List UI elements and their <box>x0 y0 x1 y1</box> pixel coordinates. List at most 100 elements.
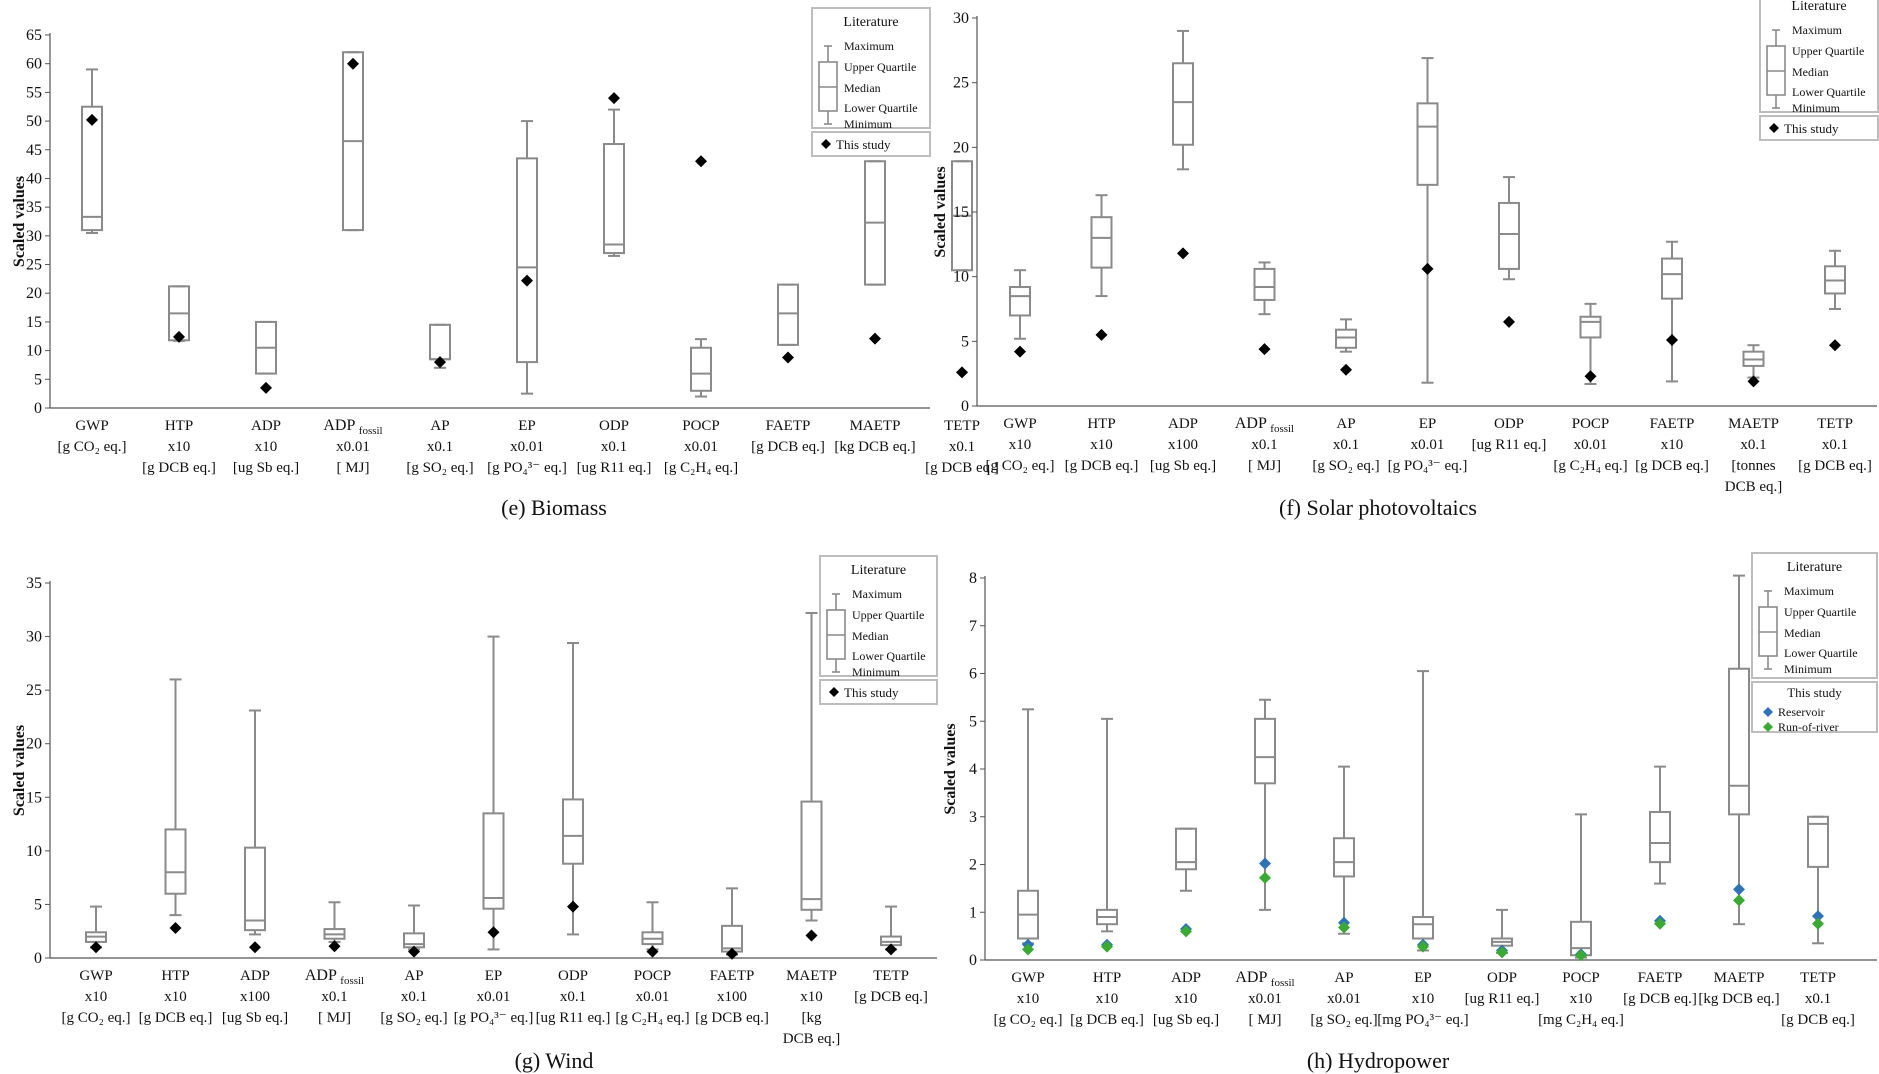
x-tick-label: x0.1 <box>1740 437 1766 453</box>
box-ep: EP x10 [mg PO₄³⁻ eq.] <box>1377 670 1469 1028</box>
x-tick-label: [g C₂H₄ eq.] <box>615 1010 689 1026</box>
x-tick-label: x0.01 <box>684 439 718 455</box>
box-iqr <box>1090 216 1113 269</box>
y-tick-label: 0 <box>961 398 969 415</box>
y-tick-label: 60 <box>26 56 42 73</box>
study-marker <box>567 900 579 913</box>
y-axis-label: Scaled values <box>11 176 28 267</box>
y-tick-label: 20 <box>26 285 42 302</box>
box-adp-fossil: ADP fossil x0.1 [ MJ] <box>1235 261 1294 474</box>
y-tick-label: 30 <box>26 228 42 245</box>
legend-item: Median <box>1792 65 1829 79</box>
panel-3: 0 5 10 15 20 25 30 35 Scaled values GWP x10 [g CO₂ … <box>11 555 938 1073</box>
box-maetp: MAETP [kg DCB eq.] <box>834 160 916 455</box>
x-tick-label: [g DCB eq.] <box>139 1010 213 1026</box>
x-tick-label-sub: fossil <box>1271 977 1295 989</box>
y-tick-label: 0 <box>969 952 977 969</box>
x-tick-label: x10 <box>1570 991 1593 1007</box>
box-iqr <box>1807 815 1829 868</box>
legend-item: Minimum <box>844 117 893 131</box>
box-odp: ODP x0.1 [ug R11 eq.] <box>577 92 651 476</box>
x-tick-label: x0.01 <box>477 989 511 1005</box>
x-tick-label: MAETP <box>1714 970 1765 986</box>
box-maetp: MAETP [kg DCB eq.] <box>1698 574 1780 1007</box>
x-tick-label: EP <box>518 418 536 434</box>
box-iqr <box>1254 717 1276 785</box>
y-tick-label: 15 <box>26 314 42 331</box>
x-tick-label-sub: fossil <box>1270 423 1294 435</box>
x-tick-label: HTP <box>1087 416 1115 432</box>
study-marker <box>1180 925 1192 938</box>
x-tick-label: x100 <box>240 989 270 1005</box>
x-tick-label: [g CO₂ eq.] <box>58 439 127 455</box>
x-tick-label: POCP <box>1562 970 1600 986</box>
x-tick-label: AP <box>404 968 423 984</box>
x-tick-label: x10 <box>1661 437 1684 453</box>
box-iqr <box>1175 827 1197 871</box>
x-tick-label: MAETP <box>786 968 837 984</box>
study-marker <box>1654 917 1666 930</box>
legend-item: Median <box>1784 626 1821 640</box>
box-iqr <box>482 812 505 910</box>
legend: Literature Maximum Upper Quartile Median Low… <box>811 7 931 157</box>
x-tick-label: [g DCB eq.] <box>1623 991 1697 1007</box>
x-tick-label: x0.1 <box>949 439 975 455</box>
x-tick-label: MAETP <box>850 418 901 434</box>
box-ap: AP x0.1 [g SO₂ eq.] <box>1312 318 1380 474</box>
x-tick-label: [g PO₄³⁻ eq.] <box>487 460 567 476</box>
x-tick-label: x10 <box>1096 991 1119 1007</box>
x-tick-label: POCP <box>634 968 672 984</box>
y-tick-label: 5 <box>34 371 42 388</box>
x-tick-label: DCB eq.] <box>783 1031 841 1047</box>
box-htp: HTP x10 [g DCB eq.] <box>1065 194 1138 474</box>
x-tick-label: [kg DCB eq.] <box>834 439 915 455</box>
x-tick-label: ADP fossil <box>1235 415 1294 435</box>
box-odp: ODP [ug R11 eq.] <box>1472 176 1546 453</box>
x-tick-label: FAETP <box>766 418 811 434</box>
x-tick-label: TETP <box>944 418 980 434</box>
box-iqr <box>429 323 451 361</box>
legend-study-marker <box>1769 123 1779 133</box>
x-tick-label: ODP <box>1487 970 1517 986</box>
x-tick-label: x10 <box>1090 437 1113 453</box>
study-marker <box>1812 910 1824 923</box>
x-tick-label: [g DCB eq.] <box>751 439 825 455</box>
x-tick-label: ADP <box>251 418 281 434</box>
x-tick-label: x0.01 <box>336 439 370 455</box>
y-tick-label: 10 <box>26 843 42 860</box>
box-adp-fossil: ADP fossil x0.1 [ MJ] <box>305 901 364 1026</box>
legend-study-marker <box>1763 707 1773 717</box>
x-tick-label: x0.01 <box>1327 991 1361 1007</box>
panel-caption: (g) Wind <box>515 1048 594 1073</box>
legend-item: Minimum <box>1792 101 1841 115</box>
study-marker <box>169 922 182 934</box>
y-tick-label: 40 <box>26 170 42 187</box>
study-marker <box>1417 940 1429 953</box>
x-tick-label: [ug R11 eq.] <box>1465 991 1540 1007</box>
y-tick-label: 5 <box>34 896 42 913</box>
panel-caption: (e) Biomass <box>501 495 607 520</box>
panel-4: 0 1 2 3 4 5 6 7 8 Scaled values GWP x10 [g CO₂ eq.] H… <box>942 552 1878 1073</box>
box-faetp: FAETP [g DCB eq.] <box>1623 765 1697 1007</box>
x-tick-label: [g DCB eq.] <box>142 460 216 476</box>
legend-title: Literature <box>1787 560 1842 575</box>
x-tick-label: DCB eq.] <box>1725 479 1783 495</box>
legend: Literature Maximum Upper Quartile Median Low… <box>1759 0 1879 141</box>
x-tick-label: x10 <box>168 439 191 455</box>
legend-item: Minimum <box>852 665 901 679</box>
x-tick-label: FAETP <box>1638 970 1683 986</box>
box-faetp: FAETP [g DCB eq.] <box>751 283 825 455</box>
x-tick-label: x10 <box>255 439 278 455</box>
study-marker <box>173 330 185 343</box>
study-marker <box>1812 917 1824 930</box>
x-tick-label: FAETP <box>1650 416 1695 432</box>
x-tick-label: x100 <box>1168 437 1198 453</box>
x-tick-label: [tonnes <box>1731 458 1775 474</box>
x-tick-label: ODP <box>1494 416 1524 432</box>
box-pocp: POCP x0.01 [g C₂H₄ eq.] <box>1553 302 1628 474</box>
x-tick-label-main: ADP <box>323 417 358 434</box>
box-maetp: MAETP x10 [kg DCB eq.] <box>783 612 841 1047</box>
y-tick-label: 8 <box>969 570 977 587</box>
legend-study-item: This study <box>836 137 891 152</box>
